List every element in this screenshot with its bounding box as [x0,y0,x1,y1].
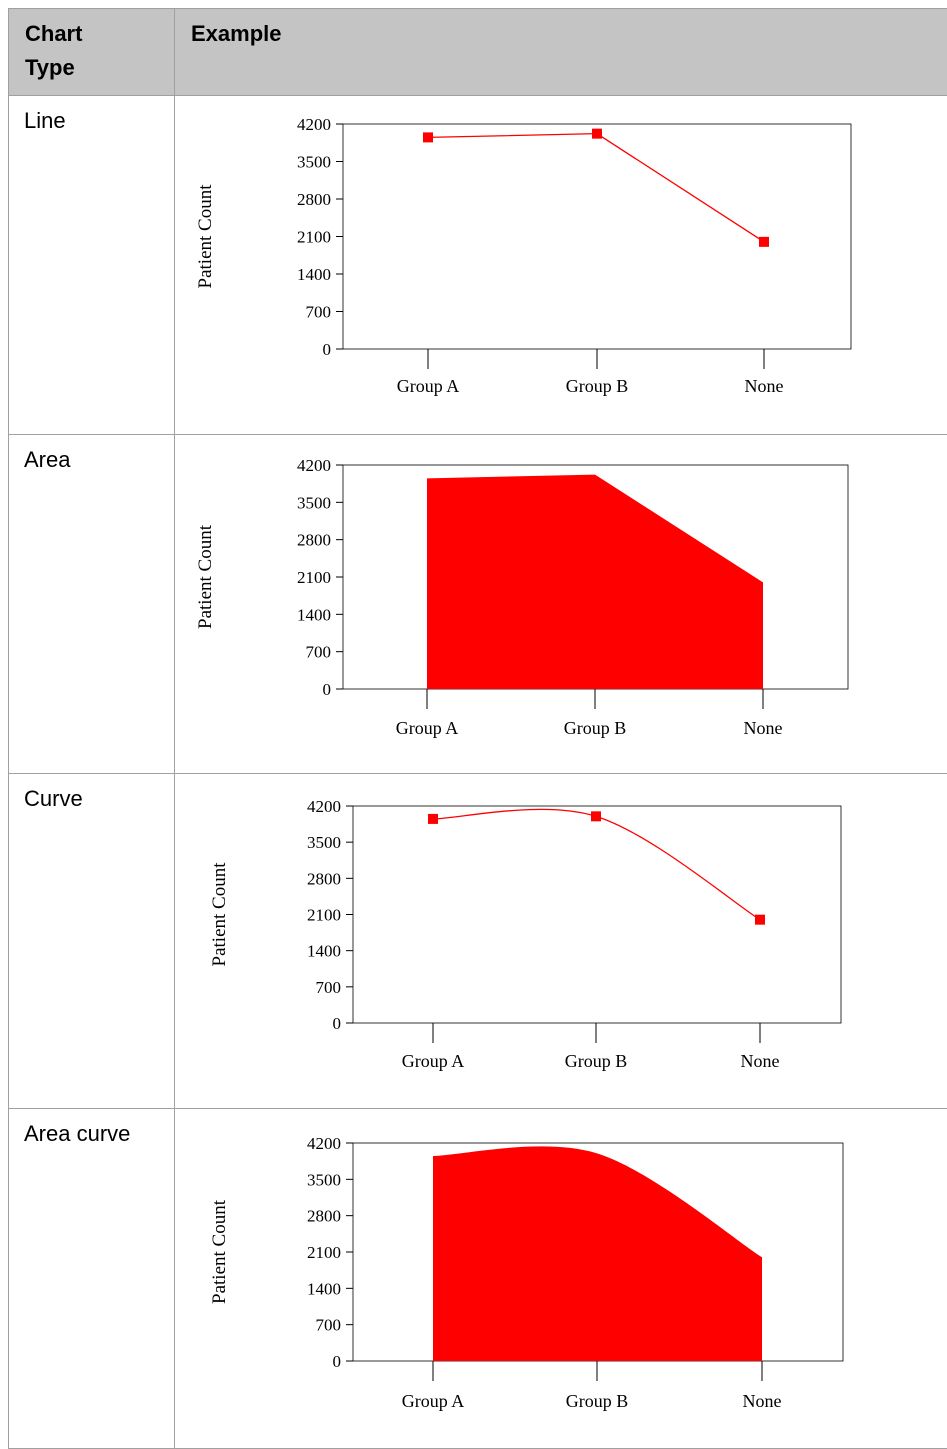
y-tick-label: 3500 [297,153,331,172]
example-cell: 0 700 1400 2100 2800 3500 4200 Patient Count Gro… [175,96,947,435]
y-tick-label: 1400 [307,1279,341,1298]
chart-type-cell: Line [9,96,175,435]
y-axis-title: Patient Count [195,524,216,629]
y-tick-label: 1400 [297,265,331,284]
y-tick-label: 700 [306,303,332,322]
y-tick-label: 2100 [297,568,331,587]
chart-type-cell: Area [9,435,175,774]
x-category-label: Group A [396,718,459,738]
x-category-label: Group B [564,718,627,738]
table-row: Area curve 0 700 1400 2100 2800 3500 4200 Patie… [9,1109,947,1449]
y-tick-label: 3500 [307,1170,341,1189]
area-curve-chart: 0 700 1400 2100 2800 3500 4200 Patient Count Gro… [175,1109,947,1448]
header-chart-type: Chart Type [9,9,175,96]
table-row: Line 0 700 1400 2100 2800 3500 4200 Patient Cou… [9,96,947,435]
chart-types-table: Chart Type Example Line 0 700 1400 2100 2800… [8,8,947,1449]
header-row: Chart Type Example [9,9,947,96]
x-category-label: Group A [402,1051,465,1071]
chart-type-cell: Area curve [9,1109,175,1449]
y-tick-label: 3500 [307,833,341,852]
line-chart: 0 700 1400 2100 2800 3500 4200 Patient Count Gro… [175,96,947,434]
plot-frame [353,806,841,1023]
y-tick-label: 4200 [297,456,331,475]
y-tick-label: 2100 [297,228,331,247]
chart-type-cell: Curve [9,774,175,1109]
y-tick-label: 4200 [307,1134,341,1153]
area-series [427,475,763,689]
y-tick-label: 3500 [297,493,331,512]
table-row: Curve 0 700 1400 2100 2800 3500 4200 Patient Co… [9,774,947,1109]
y-tick-label: 4200 [307,797,341,816]
y-tick-label: 0 [323,680,332,699]
table-row: Area 0 700 1400 2100 2800 3500 4200 Patient Cou… [9,435,947,774]
data-point-marker [423,132,433,142]
x-category-label: Group B [566,376,629,396]
data-point-marker [755,915,765,925]
y-tick-label: 2800 [297,531,331,550]
y-tick-label: 2800 [307,1207,341,1226]
y-axis-title: Patient Count [209,1199,230,1304]
x-category-label: Group B [565,1051,628,1071]
x-category-label: Group A [397,376,460,396]
y-tick-label: 700 [316,978,342,997]
y-tick-label: 1400 [297,605,331,624]
x-category-label: None [743,1391,782,1411]
example-cell: 0 700 1400 2100 2800 3500 4200 Patient Count Gro… [175,1109,947,1449]
y-tick-label: 700 [306,643,332,662]
x-category-label: Group A [402,1391,465,1411]
y-tick-label: 0 [333,1014,342,1033]
header-chart-type-line1: Chart [25,17,158,51]
y-tick-label: 0 [323,340,332,359]
area-chart: 0 700 1400 2100 2800 3500 4200 Patient Count Gro… [175,435,947,773]
line-series [428,134,764,242]
line-series [433,809,760,919]
header-example: Example [175,9,947,96]
y-tick-label: 2800 [307,869,341,888]
data-point-marker [591,811,601,821]
y-axis-title: Patient Count [209,862,230,967]
data-point-marker [592,129,602,139]
y-tick-label: 1400 [307,942,341,961]
plot-frame [343,124,851,349]
data-point-marker [759,237,769,247]
x-category-label: None [741,1051,780,1071]
curve-chart: 0 700 1400 2100 2800 3500 4200 Patient Count Gro… [175,774,947,1108]
x-category-label: None [745,376,784,396]
y-tick-label: 2100 [307,906,341,925]
header-chart-type-line2: Type [25,51,158,85]
y-tick-label: 2800 [297,190,331,209]
y-tick-label: 4200 [297,115,331,134]
x-category-label: None [744,718,783,738]
example-cell: 0 700 1400 2100 2800 3500 4200 Patient Count Gro… [175,774,947,1109]
area-series [433,1146,762,1361]
x-category-label: Group B [566,1391,629,1411]
example-cell: 0 700 1400 2100 2800 3500 4200 Patient Count Gro… [175,435,947,774]
y-axis-title: Patient Count [195,184,216,289]
y-tick-label: 700 [316,1316,342,1335]
y-tick-label: 0 [333,1352,342,1371]
y-tick-label: 2100 [307,1243,341,1262]
data-point-marker [428,814,438,824]
